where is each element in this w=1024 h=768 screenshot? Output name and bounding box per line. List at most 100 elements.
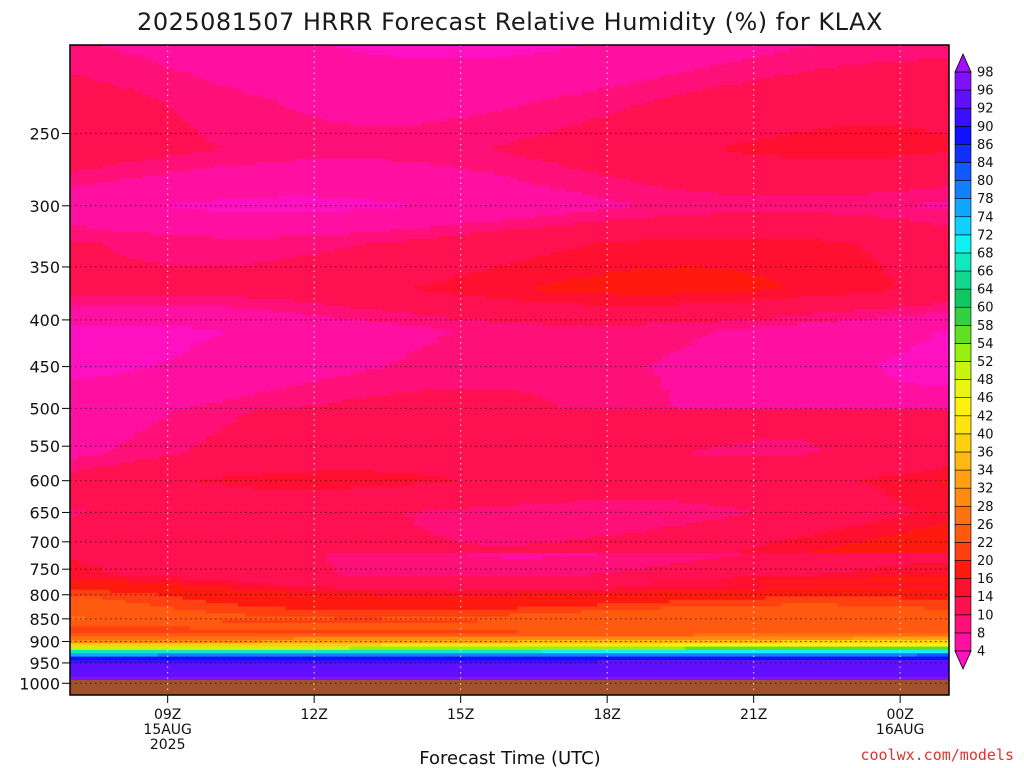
y-tick-label: 800 (29, 586, 60, 605)
colorbar-tick-label: 46 (977, 391, 994, 406)
y-tick-label: 300 (29, 197, 60, 216)
colorbar-bin (954, 162, 972, 181)
colorbar-tick-label: 14 (977, 590, 994, 605)
colorbar-bin (954, 288, 972, 308)
chart-title: 2025081507 HRRR Forecast Relative Humidi… (137, 8, 883, 36)
x-tick-label: 16AUG (876, 722, 925, 738)
colorbar-tick-label: 48 (977, 373, 994, 388)
colorbar-bin (954, 596, 972, 616)
colorbar-tick-label: 36 (977, 445, 994, 460)
colorbar-bin (954, 325, 972, 344)
colorbar-tick-label: 80 (977, 174, 994, 189)
x-tick-label: 12Z (300, 707, 327, 723)
colorbar-tick-label: 90 (977, 120, 994, 135)
colorbar-tick-label: 20 (977, 554, 994, 569)
colorbar-bin (954, 343, 972, 362)
colorbar-bin (954, 415, 972, 435)
colorbar-tick-label: 52 (977, 355, 994, 370)
colorbar-tick-label: 98 (977, 66, 994, 81)
colorbar-tick-label: 92 (977, 102, 994, 117)
colorbar-tick-label: 4 (977, 645, 985, 660)
y-tick-label: 950 (29, 654, 60, 673)
x-tick-label: 18Z (593, 707, 620, 723)
colorbar-tick-label: 34 (977, 464, 994, 479)
colorbar-bin (954, 361, 972, 380)
colorbar-bin (954, 433, 972, 453)
y-tick-label: 750 (29, 560, 60, 579)
colorbar-tick-label: 10 (977, 608, 994, 623)
y-tick-label: 900 (29, 632, 60, 651)
colorbar-tick-label: 96 (977, 84, 994, 99)
colorbar-tick-label: 42 (977, 409, 994, 424)
x-tick-label: 15AUG (143, 722, 192, 738)
y-tick-label: 500 (29, 399, 60, 418)
colorbar-bin (954, 487, 972, 507)
colorbar-min-arrow (954, 650, 972, 670)
y-tick-label: 400 (29, 311, 60, 330)
colorbar-bin (954, 125, 972, 145)
colorbar-tick-label: 32 (977, 482, 994, 497)
colorbar-tick-label: 40 (977, 427, 994, 442)
colorbar-bin (954, 524, 972, 543)
colorbar-tick-label: 16 (977, 572, 994, 587)
colorbar-bin (954, 144, 972, 163)
credit-text: coolwx.com/models (860, 746, 1014, 764)
colorbar-tick-label: 8 (977, 626, 985, 641)
colorbar-bin (954, 578, 972, 598)
y-tick-label: 550 (29, 437, 60, 456)
colorbar-tick-label: 64 (977, 283, 994, 298)
ground-band (70, 680, 949, 695)
colorbar-bin (954, 234, 972, 254)
colorbar-bin (954, 89, 972, 109)
pressure-axis: 250 300 350 400 450 500 550 600 650 700 750 800 850 9… (19, 124, 70, 693)
y-tick-label: 250 (29, 124, 60, 143)
colorbar-bin (954, 632, 972, 652)
colorbar: 4810141620222628323436404246485254586064… (954, 53, 994, 670)
y-tick-label: 850 (29, 610, 60, 629)
colorbar-tick-label: 28 (977, 500, 994, 515)
colorbar-tick-label: 86 (977, 138, 994, 153)
colorbar-bin (954, 469, 972, 489)
y-tick-label: 1000 (19, 674, 60, 693)
colorbar-bin (954, 198, 972, 218)
colorbar-bin (954, 505, 972, 525)
grid-lines (70, 45, 949, 695)
colorbar-bin (954, 397, 972, 417)
y-tick-label: 700 (29, 533, 60, 552)
colorbar-bin (954, 107, 972, 127)
colorbar-bin (954, 451, 972, 471)
colorbar-bin (954, 71, 972, 91)
colorbar-tick-label: 26 (977, 518, 994, 533)
colorbar-bin (954, 270, 972, 290)
colorbar-bin (954, 614, 972, 634)
colorbar-bin (954, 180, 972, 199)
colorbar-bin (954, 216, 972, 236)
colorbar-tick-label: 54 (977, 337, 994, 352)
colorbar-bin (954, 252, 972, 272)
colorbar-tick-label: 78 (977, 192, 994, 207)
y-tick-label: 450 (29, 358, 60, 377)
colorbar-tick-label: 58 (977, 319, 994, 334)
y-tick-label: 650 (29, 503, 60, 522)
colorbar-tick-label: 72 (977, 228, 994, 243)
colorbar-tick-label: 84 (977, 156, 994, 171)
x-tick-label: 15Z (447, 707, 474, 723)
x-tick-label: 2025 (150, 737, 186, 753)
colorbar-tick-label: 74 (977, 210, 994, 225)
colorbar-bin (954, 560, 972, 579)
humidity-field (70, 45, 949, 695)
x-tick-label: 21Z (740, 707, 767, 723)
y-tick-label: 350 (29, 258, 60, 277)
x-tick-label: 09Z (154, 707, 181, 723)
colorbar-tick-label: 66 (977, 265, 994, 280)
colorbar-bin (954, 306, 972, 326)
colorbar-tick-label: 60 (977, 301, 994, 316)
plot-frame (69, 44, 950, 696)
colorbar-bin (954, 379, 972, 398)
x-tick-label: 00Z (886, 707, 913, 723)
x-axis-label: Forecast Time (UTC) (419, 748, 600, 768)
colorbar-bin (954, 542, 972, 561)
y-tick-label: 600 (29, 472, 60, 491)
